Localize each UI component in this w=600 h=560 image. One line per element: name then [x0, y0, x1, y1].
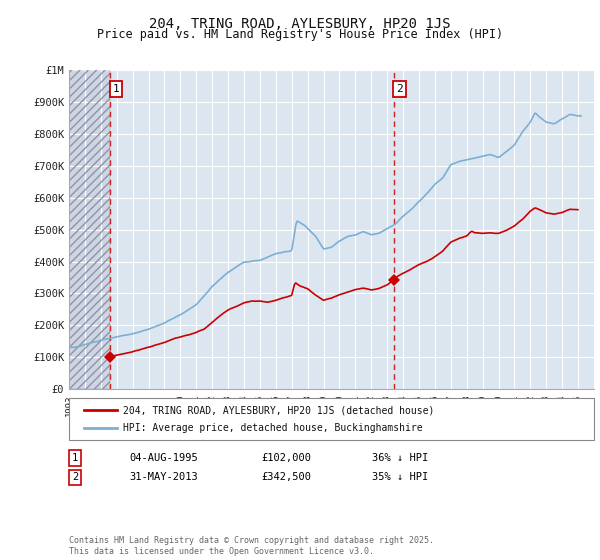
Text: 204, TRING ROAD, AYLESBURY, HP20 1JS (detached house): 204, TRING ROAD, AYLESBURY, HP20 1JS (de…	[123, 405, 434, 415]
Text: 2: 2	[396, 84, 403, 94]
Text: £342,500: £342,500	[261, 472, 311, 482]
Text: 35% ↓ HPI: 35% ↓ HPI	[372, 472, 428, 482]
Text: £102,000: £102,000	[261, 453, 311, 463]
Text: 1: 1	[112, 84, 119, 94]
Text: Price paid vs. HM Land Registry's House Price Index (HPI): Price paid vs. HM Land Registry's House …	[97, 28, 503, 41]
Text: 31-MAY-2013: 31-MAY-2013	[129, 472, 198, 482]
Text: 04-AUG-1995: 04-AUG-1995	[129, 453, 198, 463]
Text: Contains HM Land Registry data © Crown copyright and database right 2025.
This d: Contains HM Land Registry data © Crown c…	[69, 536, 434, 556]
Text: 36% ↓ HPI: 36% ↓ HPI	[372, 453, 428, 463]
Bar	[69, 70, 110, 389]
Text: 204, TRING ROAD, AYLESBURY, HP20 1JS: 204, TRING ROAD, AYLESBURY, HP20 1JS	[149, 17, 451, 31]
Bar	[69, 70, 110, 389]
Text: 1: 1	[72, 453, 78, 463]
Text: HPI: Average price, detached house, Buckinghamshire: HPI: Average price, detached house, Buck…	[123, 423, 422, 433]
Text: 2: 2	[72, 472, 78, 482]
